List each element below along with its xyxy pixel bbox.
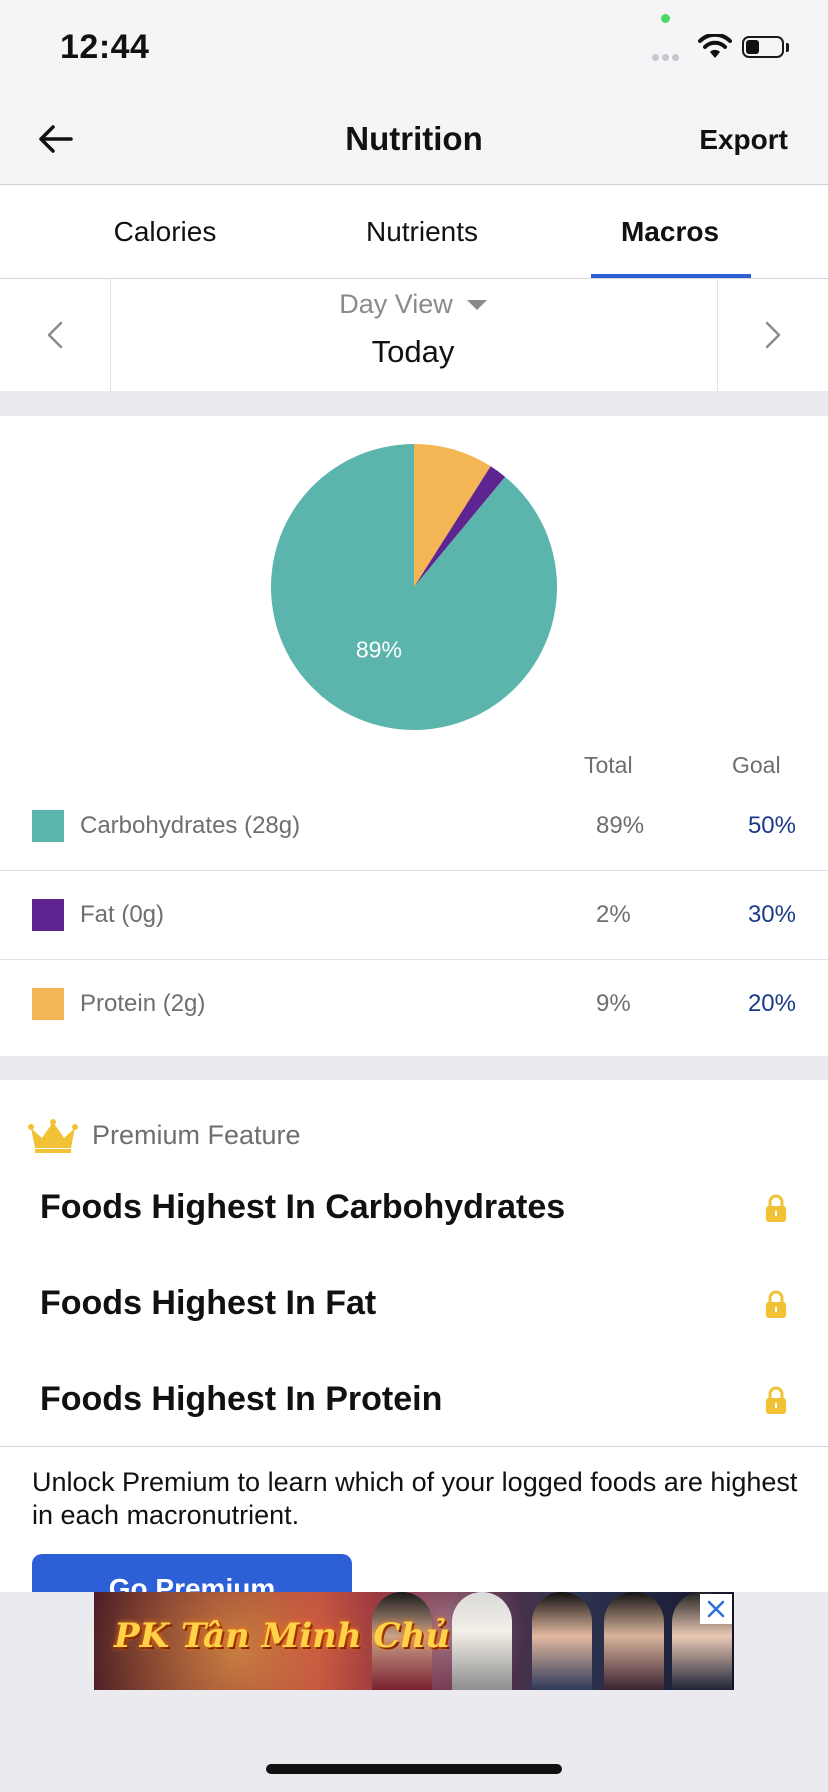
tabs-divider [0, 278, 828, 279]
fat-swatch [32, 899, 64, 931]
premium-divider [0, 1446, 828, 1447]
battery-icon [742, 36, 790, 60]
tab-macros[interactable]: Macros [620, 215, 720, 247]
lock-icon [766, 1386, 786, 1414]
home-indicator [266, 1764, 562, 1774]
total-column-header: Total [584, 752, 633, 778]
foods-highest-carbohydrates-item[interactable]: Foods Highest In Carbohydrates [0, 1160, 828, 1256]
foods-highest-fat-item[interactable]: Foods Highest In Fat [0, 1256, 828, 1352]
lock-icon [766, 1194, 786, 1222]
tab-calories[interactable]: Calories [113, 215, 217, 247]
premium-item-title: Foods Highest In Protein [40, 1380, 443, 1418]
premium-feature-label: Premium Feature [92, 1120, 301, 1150]
nav-bar: Nutrition Export [0, 94, 828, 184]
macro-total: 2% [596, 901, 631, 928]
foods-highest-protein-item[interactable]: Foods Highest In Protein [0, 1352, 828, 1448]
goal-column-header: Goal [732, 752, 781, 778]
next-day-button[interactable] [717, 279, 828, 391]
arrow-left-icon [39, 125, 73, 153]
macro-name: Carbohydrates (28g) [80, 812, 301, 839]
ad-banner[interactable]: PK Tân Minh Chủ [94, 1592, 734, 1690]
ad-title: PK Tân Minh Chủ [114, 1616, 450, 1656]
ad-close-button[interactable] [700, 1594, 732, 1624]
premium-item-title: Foods Highest In Carbohydrates [40, 1188, 566, 1226]
caret-down-icon [466, 299, 487, 310]
tab-nutrients[interactable]: Nutrients [365, 215, 479, 247]
protein-swatch [32, 988, 64, 1020]
pie-slice-fat [414, 466, 506, 587]
back-button[interactable] [30, 114, 80, 164]
macro-name: Protein (2g) [80, 990, 206, 1017]
chevron-right-icon [765, 321, 781, 349]
macro-goal: 50% [747, 812, 796, 839]
macro-total: 9% [596, 990, 631, 1017]
macros-chart-card: 89% Total Goal Carbohydrates (28g) 89% 5… [0, 416, 828, 1056]
tab-bar: Calories Nutrients Macros [0, 185, 828, 278]
macro-row-fat: Fat (0g) 2% 30% [0, 871, 828, 960]
macro-total: 89% [596, 812, 645, 839]
premium-section: Premium Feature Foods Highest In Carbohy… [0, 1080, 828, 1448]
camera-indicator-dot [661, 14, 670, 23]
macro-goal: 20% [747, 990, 796, 1017]
pie-slice-protein [414, 444, 491, 587]
previous-day-button[interactable] [0, 279, 111, 391]
pie-data-label: 89% [356, 636, 402, 662]
status-time: 12:44 [60, 28, 150, 66]
section-separator [0, 1056, 828, 1080]
macro-goal: 30% [747, 901, 796, 928]
date-label: Today [371, 334, 455, 369]
carbohydrates-swatch [32, 810, 64, 842]
macro-row-protein: Protein (2g) 9% 20% [0, 960, 828, 1048]
view-selector[interactable]: Day View [110, 289, 716, 320]
nav-divider [0, 184, 828, 185]
close-icon [707, 1600, 725, 1618]
macros-pie-chart: 89% [270, 444, 557, 730]
unlock-premium-text: Unlock Premium to learn which of your lo… [32, 1467, 798, 1530]
cellular-signal-icon [652, 54, 682, 62]
premium-item-title: Foods Highest In Fat [40, 1284, 377, 1322]
active-tab-indicator [591, 274, 751, 278]
date-navigator: Day View Today [0, 279, 828, 391]
macro-name: Fat (0g) [80, 901, 165, 928]
crown-icon [28, 1119, 78, 1153]
view-label: Day View [339, 289, 453, 319]
pie-slice-carbohydrates [270, 444, 557, 730]
macro-row-carbohydrates: Carbohydrates (28g) 89% 50% [0, 782, 828, 871]
section-separator [0, 391, 828, 416]
export-button[interactable]: Export [699, 124, 788, 155]
wifi-icon [698, 32, 732, 65]
chevron-left-icon [47, 321, 63, 349]
lock-icon [766, 1290, 786, 1318]
